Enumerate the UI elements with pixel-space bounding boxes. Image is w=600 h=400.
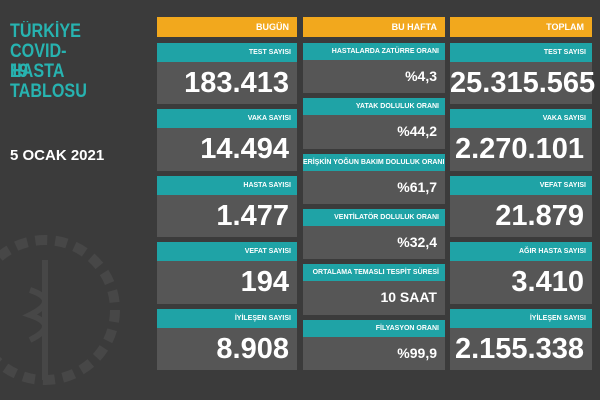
title-line: TÜRKİYE — [10, 21, 81, 42]
cell-label: VEFAT SAYISI — [450, 175, 592, 195]
cell-label: TEST SAYISI — [450, 43, 592, 62]
cell-label: HASTA SAYISI — [157, 175, 297, 195]
date: 5 OCAK 2021 — [10, 147, 105, 164]
title-line: COVID-19 — [10, 41, 67, 82]
cell-value: 1.477 — [157, 194, 297, 238]
cell-value: 2.155.338 — [450, 327, 592, 370]
cell-value: 10 SAAT — [303, 281, 445, 315]
cell-value: %32,4 — [303, 226, 445, 260]
cell-label: FİLYASYON ORANI — [303, 319, 445, 337]
cell-label: VAKA SAYISI — [157, 109, 297, 129]
column-header: TOPLAM — [450, 17, 592, 37]
cell-label: ERİŞKİN YOĞUN BAKIM DOLULUK ORANI — [303, 153, 445, 171]
column-header: BU HAFTA — [303, 17, 445, 37]
title-line: TABLOSU — [10, 81, 87, 102]
cell-label: YATAK DOLULUK ORANI — [303, 98, 445, 116]
cell-label: AĞIR HASTA SAYISI — [450, 242, 592, 262]
cell-value: %44,2 — [303, 115, 445, 149]
title-line: HASTA — [10, 61, 65, 82]
cell-value: 8.908 — [157, 327, 297, 370]
column-header: BUGÜN — [157, 17, 297, 37]
cell-label: İYİLEŞEN SAYISI — [450, 308, 592, 328]
cell-label: TEST SAYISI — [157, 43, 297, 62]
cell-label: VEFAT SAYISI — [157, 242, 297, 262]
cell-value: 194 — [157, 261, 297, 304]
cell-value: 183.413 — [157, 62, 297, 105]
cell-value: 21.879 — [450, 194, 592, 238]
cell-label: VENTİLATÖR DOLULUK ORANI — [303, 209, 445, 226]
cell-value: 2.270.101 — [450, 128, 592, 171]
cell-label: VAKA SAYISI — [450, 109, 592, 129]
cell-value: %4,3 — [303, 60, 445, 94]
cell-value: 25.315.565 — [450, 62, 595, 105]
cell-value: 14.494 — [157, 128, 297, 171]
cell-value: 3.410 — [450, 261, 592, 304]
cell-label: HASTALARDA ZATÜRRE ORANI — [303, 43, 445, 60]
cell-label: İYİLEŞEN SAYISI — [157, 308, 297, 328]
cell-value: %99,9 — [303, 336, 445, 370]
cell-label: ORTALAMA TEMASLI TESPİT SÜRESİ — [303, 264, 445, 282]
cell-value: %61,7 — [303, 170, 445, 204]
emblem — [0, 235, 120, 385]
